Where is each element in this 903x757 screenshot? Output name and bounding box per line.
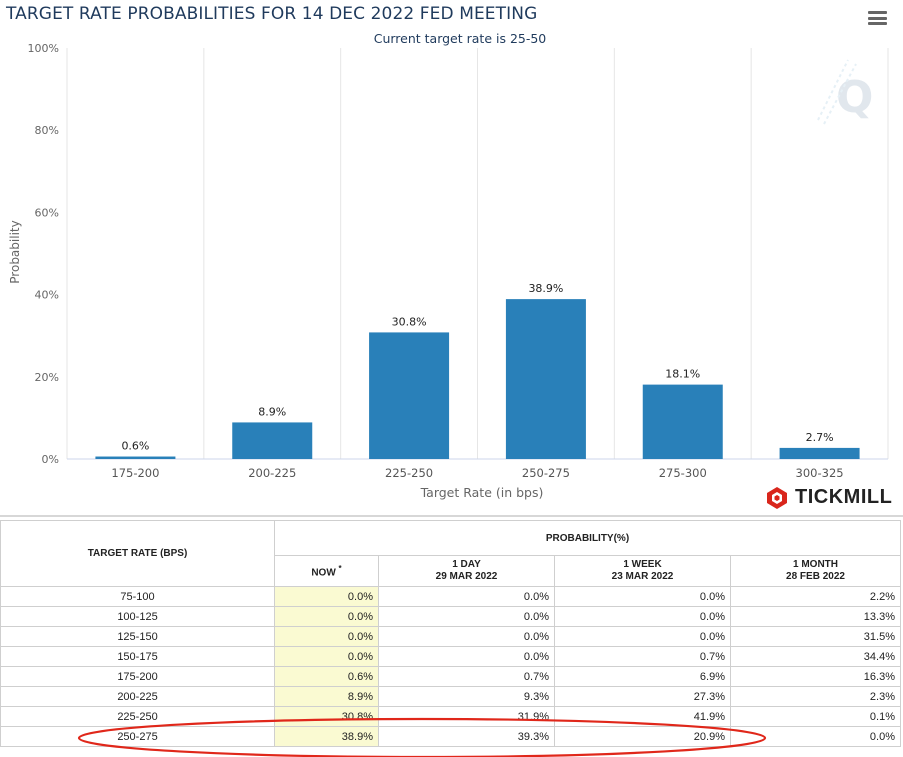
bar-250-275[interactable] [505,299,586,459]
x-axis-title: Target Rate (in bps) [420,485,544,500]
rate-cell: 125-150 [0,626,275,647]
x-tick-label: 275-300 [659,466,707,480]
rate-cell: 200-225 [0,686,275,707]
rate-cell: 100-125 [0,606,275,627]
y-tick-label: 20% [35,371,59,384]
data-label: 2.7% [806,431,834,444]
svg-text:Q: Q [836,72,873,123]
data-label: 0.6% [121,440,149,453]
data-label: 30.8% [392,315,427,328]
month-cell: 0.1% [730,706,901,727]
chart-title: TARGET RATE PROBABILITIES FOR 14 DEC 202… [6,4,538,24]
month-cell: 2.2% [730,586,901,607]
chart-panel: TARGET RATE PROBABILITIES FOR 14 DEC 202… [6,4,893,509]
day-cell: 0.0% [378,606,555,627]
now-cell: 0.0% [274,646,379,667]
week-cell: 27.3% [554,686,731,707]
bar-300-325[interactable] [779,447,860,459]
x-tick-label: 300-325 [796,466,844,480]
y-tick-label: 100% [28,42,59,55]
rate-cell: 75-100 [0,586,275,607]
now-cell: 0.0% [274,606,379,627]
month-cell: 34.4% [730,646,901,667]
x-tick-label: 225-250 [385,466,433,480]
table-row: 125-150 0.0% 0.0% 0.0% 31.5% [0,626,901,647]
day-cell: 0.0% [378,586,555,607]
now-cell: 30.8% [274,706,379,727]
rate-cell: 250-275 [0,726,275,747]
hamburger-menu-icon[interactable] [868,11,887,25]
x-tick-label: 175-200 [111,466,159,480]
rate-cell: 150-175 [0,646,275,667]
bar-225-250[interactable] [369,332,450,459]
q-watermark-icon: Q [817,59,873,125]
day-cell: 0.0% [378,626,555,647]
tickmill-logo: TICKMILL [795,486,893,508]
now-cell: 0.6% [274,666,379,687]
now-cell: 0.0% [274,586,379,607]
col-header-now: NOW * [274,555,379,587]
month-cell: 0.0% [730,726,901,747]
data-label: 18.1% [665,368,700,381]
now-cell: 38.9% [274,726,379,747]
day-cell: 0.0% [378,646,555,667]
table-row: 175-200 0.6% 0.7% 6.9% 16.3% [0,666,901,687]
table-row: 75-100 0.0% 0.0% 0.0% 2.2% [0,586,901,607]
table-row: 225-250 30.8% 31.9% 41.9% 0.1% [0,706,901,727]
now-cell: 8.9% [274,686,379,707]
y-tick-label: 0% [42,453,59,466]
month-cell: 13.3% [730,606,901,627]
week-cell: 0.7% [554,646,731,667]
chart-divider [0,515,903,517]
table-row: 200-225 8.9% 9.3% 27.3% 2.3% [0,686,901,707]
week-cell: 20.9% [554,726,731,747]
week-cell: 41.9% [554,706,731,727]
bar-275-300[interactable] [642,384,723,459]
day-cell: 0.7% [378,666,555,687]
x-tick-label: 250-275 [522,466,570,480]
week-cell: 6.9% [554,666,731,687]
month-cell: 16.3% [730,666,901,687]
y-tick-label: 40% [35,289,59,302]
rate-column-header: TARGET RATE (BPS) [0,520,275,587]
day-cell: 9.3% [378,686,555,707]
bar-200-225[interactable] [232,422,313,459]
x-tick-label: 200-225 [248,466,296,480]
day-cell: 39.3% [378,726,555,747]
month-cell: 31.5% [730,626,901,647]
day-cell: 31.9% [378,706,555,727]
col-header-1-week: 1 WEEK 23 MAR 2022 [554,555,731,587]
table-row: 100-125 0.0% 0.0% 0.0% 13.3% [0,606,901,627]
col-header-1-month: 1 MONTH 28 FEB 2022 [730,555,901,587]
chart-subtitle: Current target rate is 25-50 [374,31,547,46]
y-tick-label: 80% [35,124,59,137]
table-row: 250-275 38.9% 39.3% 20.9% 0.0% [0,726,901,747]
month-cell: 2.3% [730,686,901,707]
data-label: 38.9% [528,282,563,295]
y-axis-title: Probability [8,220,22,283]
bar-chart: Q 0% 20% 40% 60% 80% 100% 0.6% 175-200 8.9% 200-2… [8,31,889,500]
now-cell: 0.0% [274,626,379,647]
data-label: 8.9% [258,405,286,418]
week-cell: 0.0% [554,626,731,647]
probability-header: PROBABILITY(%) [274,520,901,556]
col-header-1-day: 1 DAY 29 MAR 2022 [378,555,555,587]
bar-175-200[interactable] [95,456,176,459]
rate-cell: 175-200 [0,666,275,687]
week-cell: 0.0% [554,606,731,627]
y-tick-label: 60% [35,206,59,219]
week-cell: 0.0% [554,586,731,607]
rate-cell: 225-250 [0,706,275,727]
tickmill-logo-icon [767,487,787,509]
probability-table: TARGET RATE (BPS) PROBABILITY(%) NOW * 1… [0,520,901,747]
table-row: 150-175 0.0% 0.0% 0.7% 34.4% [0,646,901,667]
